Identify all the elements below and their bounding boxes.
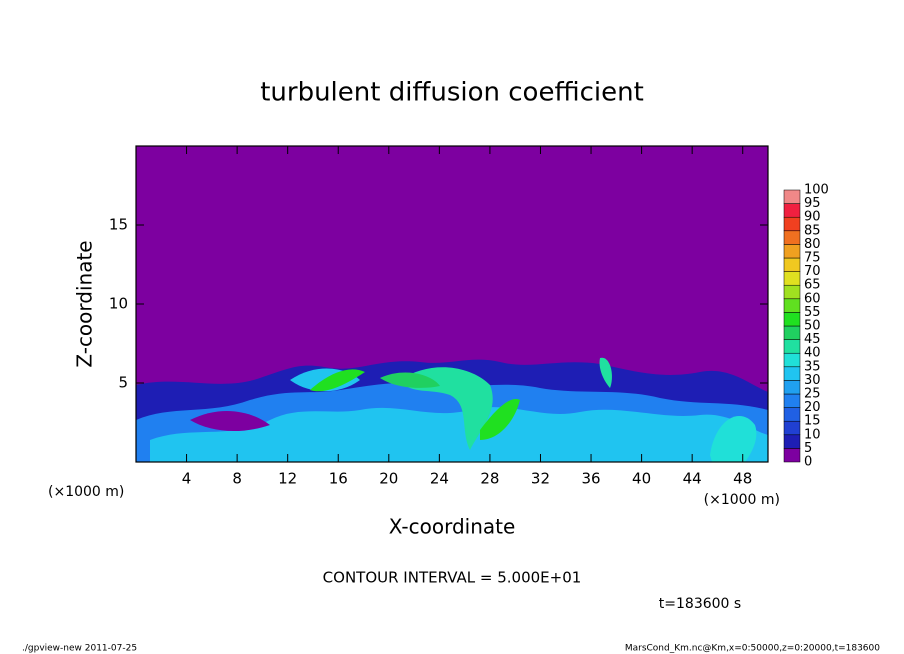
x-tick-label: 44 (683, 470, 702, 488)
x-tick-label: 48 (733, 470, 752, 488)
colorbar-segment (783, 244, 801, 259)
colorbar-segment (783, 298, 801, 313)
x-tick-label: 24 (430, 470, 449, 488)
x-tick-label: 12 (278, 470, 297, 488)
colorbar-segment (783, 312, 801, 327)
x-tick-label: 16 (329, 470, 348, 488)
colorbar-label: 25 (804, 387, 821, 402)
colorbar-label: 75 (804, 251, 821, 266)
x-tick-label: 8 (232, 470, 242, 488)
colorbar-segment (783, 420, 801, 436)
colorbar-label: 90 (804, 210, 821, 225)
colorbar-label: 100 (804, 183, 829, 198)
colorbar-segment (783, 407, 801, 422)
footer-right: MarsCond_Km.nc@Km,x=0:50000,z=0:20000,t=… (625, 644, 880, 654)
colorbar-segment (783, 393, 801, 408)
x-tick-label: 4 (182, 470, 192, 488)
colorbar-segment (783, 216, 801, 232)
colorbar-label: 5 (804, 441, 812, 456)
colorbar-label: 15 (804, 414, 821, 429)
colorbar-segment (783, 448, 801, 463)
footer-left: ./gpview-new 2011-07-25 (22, 644, 137, 654)
x-unit-label: (×1000 m) (704, 492, 780, 508)
y-tick-label: 5 (118, 374, 128, 392)
contour-interval: CONTOUR INTERVAL = 5.000E+01 (323, 569, 582, 587)
colorbar-segment (783, 257, 801, 272)
colorbar-segment (783, 284, 801, 300)
x-axis-label: X-coordinate (389, 515, 516, 539)
time-label: t=183600 s (659, 596, 741, 612)
y-axis-label: Z-coordinate (73, 240, 97, 367)
colorbar-segment (783, 230, 801, 245)
colorbar-segment (783, 271, 801, 286)
colorbar-segment (783, 325, 801, 340)
chart-title: turbulent diffusion coefficient (260, 78, 644, 108)
colorbar-segment (783, 352, 801, 368)
colorbar-segment (783, 339, 801, 354)
colorbar-segment (783, 366, 801, 381)
colorbar-label: 30 (804, 373, 821, 388)
x-tick-label: 20 (379, 470, 398, 488)
colorbar-label: 60 (804, 291, 821, 306)
x-tick-label: 40 (632, 470, 651, 488)
colorbar-segment (783, 203, 801, 218)
x-tick-label: 28 (480, 470, 499, 488)
colorbar-label: 10 (804, 427, 821, 442)
x-tick-label: 32 (531, 470, 550, 488)
x-tick-label: 36 (581, 470, 600, 488)
colorbar-label: 95 (804, 196, 821, 211)
colorbar-label: 20 (804, 400, 821, 415)
colorbar-label: 85 (804, 223, 821, 238)
colorbar-label: 50 (804, 319, 821, 334)
colorbar-label: 65 (804, 278, 821, 293)
colorbar-label: 45 (804, 332, 821, 347)
y-unit-label: (×1000 m) (48, 484, 124, 500)
colorbar-label: 0 (804, 455, 812, 470)
colorbar-segment (783, 189, 801, 204)
colorbar-label: 70 (804, 264, 821, 279)
colorbar-segment (783, 434, 801, 449)
y-tick-label: 10 (109, 295, 128, 313)
colorbar-label: 40 (804, 346, 821, 361)
colorbar-segment (783, 380, 801, 395)
y-tick-label: 15 (109, 216, 128, 234)
colorbar-label: 35 (804, 359, 821, 374)
colorbar-label: 80 (804, 237, 821, 252)
colorbar-label: 55 (804, 305, 821, 320)
field (136, 357, 768, 462)
